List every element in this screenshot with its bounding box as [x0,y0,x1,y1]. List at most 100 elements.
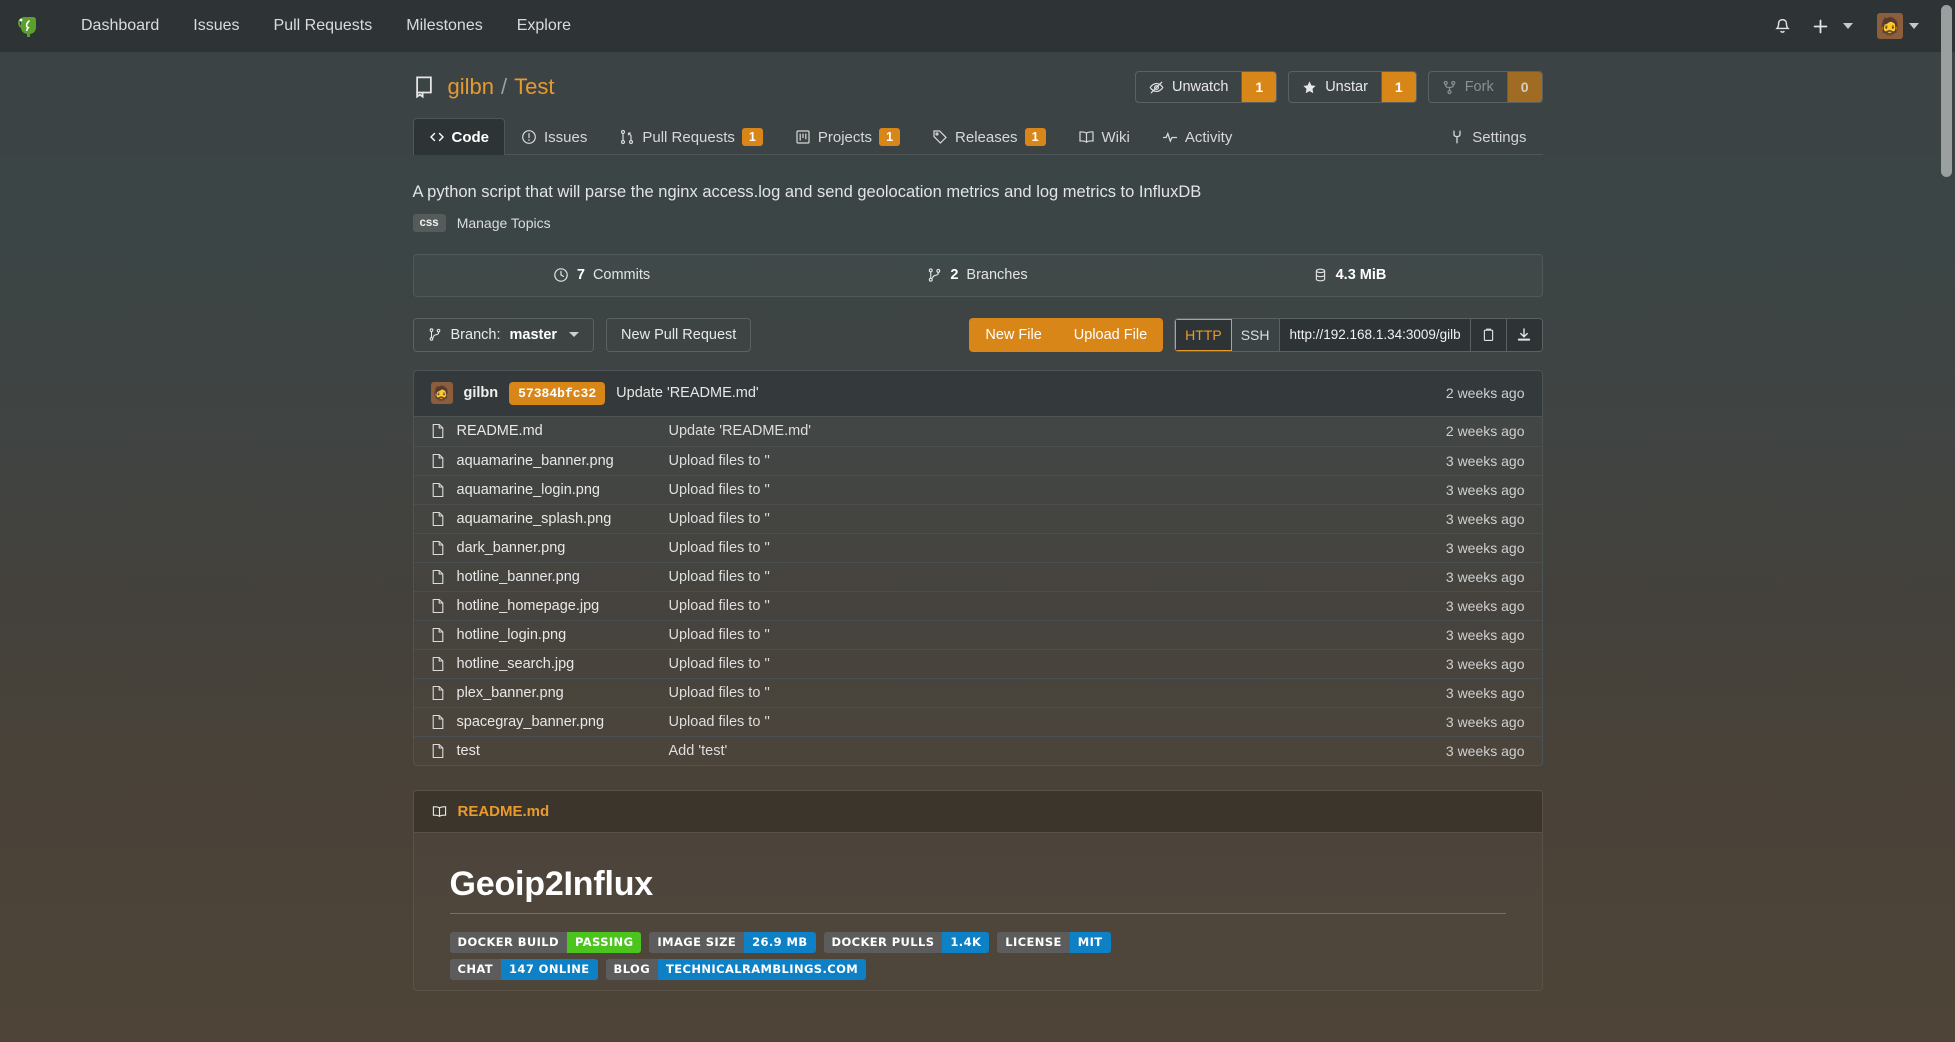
stat-branches[interactable]: 2 Branches [790,255,1166,296]
table-row[interactable]: aquamarine_banner.png Upload files to '' 3… [413,445,1542,475]
status-badge-value: 26.9 MB [744,931,816,953]
file-commit-message[interactable]: Update 'README.md' [668,423,812,440]
user-menu-chevron-down-icon[interactable] [1909,23,1919,29]
commit-message[interactable]: Update 'README.md' [616,385,759,402]
fork-count[interactable]: 0 [1506,72,1542,102]
table-row[interactable]: aquamarine_login.png Upload files to '' 3 … [413,474,1542,504]
topnav-link-issues[interactable]: Issues [193,17,240,34]
clone-url-input[interactable] [1279,318,1470,351]
file-name-link[interactable]: hotline_search.jpg [456,655,575,672]
stat-commits[interactable]: 7 Commits [414,255,790,296]
clipboard-icon[interactable] [1469,318,1506,351]
table-row[interactable]: README.md Update 'README.md' 2 weeks ago [414,417,1542,446]
table-row[interactable]: hotline_login.png Upload files to '' 3 wee… [413,619,1542,649]
clone-protocol-http-button[interactable]: HTTP [1175,318,1232,351]
file-commit-message[interactable]: Add 'test' [668,742,728,759]
commit-author-avatar[interactable]: 🧔 [430,382,453,405]
tab-activity[interactable]: Activity [1146,118,1249,155]
table-row[interactable]: spacegray_banner.png Upload files to '' 3 … [413,706,1542,736]
file-commit-message[interactable]: Upload files to '' [668,510,770,527]
file-commit-time: 3 weeks ago [1445,742,1525,759]
star-count[interactable]: 1 [1380,72,1416,102]
gitea-logo-icon[interactable] [14,11,44,41]
clone-box: HTTP SSH [1174,317,1543,352]
new-file-button[interactable]: New File [969,317,1058,352]
file-commit-message[interactable]: Upload files to '' [668,568,770,585]
plus-icon[interactable] [1803,9,1837,43]
create-menu-chevron-down-icon[interactable] [1843,23,1853,29]
file-name-link[interactable]: aquamarine_banner.png [456,452,614,469]
clone-protocol-ssh-button[interactable]: SSH [1231,318,1280,351]
watch-count[interactable]: 1 [1241,72,1277,102]
file-rows: README.md Update 'README.md' 2 weeks ago aq… [413,417,1542,765]
status-badge[interactable]: BLOG TECHNICALRAMBLINGS.COM [605,958,867,980]
status-badge-label: CHAT [449,958,502,980]
file-commit-time: 3 weeks ago [1445,626,1525,643]
file-name-link[interactable]: test [456,742,480,759]
star-button-group[interactable]: Unstar 1 [1288,71,1417,103]
avatar[interactable]: 🧔 [1877,13,1903,39]
table-row[interactable]: plex_banner.png Upload files to '' 3 weeks… [413,677,1542,707]
page-scrollbar-thumb[interactable] [1941,5,1952,177]
commit-sha[interactable]: 57384bfc32 [509,381,606,405]
tab-settings[interactable]: Settings [1433,118,1542,155]
status-badge[interactable]: DOCKER BUILD PASSING [449,931,642,953]
tab-projects[interactable]: Projects 1 [779,118,916,155]
topnav-link-dashboard[interactable]: Dashboard [81,17,160,34]
file-name-link[interactable]: aquamarine_splash.png [456,510,612,527]
unstar-button[interactable]: Unstar [1289,72,1381,102]
topnav-link-pull-requests[interactable]: Pull Requests [273,17,373,34]
file-commit-message[interactable]: Upload files to '' [668,626,770,643]
file-name-link[interactable]: dark_banner.png [456,539,566,556]
topnav-link-explore[interactable]: Explore [516,17,571,34]
file-name-link[interactable]: hotline_login.png [456,626,567,643]
table-row[interactable]: hotline_homepage.jpg Upload files to '' 3 … [413,590,1542,620]
topic-chip-css[interactable]: css [412,213,446,232]
new-pull-request-button[interactable]: New Pull Request [606,317,752,352]
unwatch-button[interactable]: Unwatch [1136,72,1241,102]
status-badge[interactable]: IMAGE SIZE 26.9 MB [649,931,816,953]
tab-wiki[interactable]: Wiki [1062,118,1146,155]
status-badge-label: IMAGE SIZE [649,931,745,953]
branch-selector-value: master [509,326,558,343]
download-icon[interactable] [1505,318,1542,351]
file-commit-message[interactable]: Upload files to '' [668,684,770,701]
file-commit-message[interactable]: Upload files to '' [668,713,770,730]
table-row[interactable]: hotline_search.jpg Upload files to '' 3 we… [413,648,1542,678]
upload-file-button[interactable]: Upload File [1057,317,1164,352]
stat-repo-size[interactable]: 4.3 MiB [1166,255,1542,296]
file-commit-message[interactable]: Upload files to '' [668,655,770,672]
status-badge[interactable]: CHAT 147 ONLINE [449,958,598,980]
status-badge[interactable]: LICENSE MIT [997,931,1111,953]
tab-code[interactable]: Code [412,118,505,155]
fork-button-group[interactable]: Fork 0 [1427,71,1543,103]
manage-topics-link[interactable]: Manage Topics [456,214,551,231]
file-name-link[interactable]: hotline_homepage.jpg [456,597,600,614]
file-name-link[interactable]: hotline_banner.png [456,568,580,585]
file-name-link[interactable]: aquamarine_login.png [456,481,601,498]
repo-owner-link[interactable]: gilbn [447,74,494,99]
table-row[interactable]: test Add 'test' 3 weeks ago [413,735,1542,765]
file-name-link[interactable]: plex_banner.png [456,684,564,701]
tab-releases[interactable]: Releases 1 [916,118,1062,155]
status-badge[interactable]: DOCKER PULLS 1.4K [823,931,990,953]
bell-icon[interactable] [1765,9,1799,43]
watch-button-group[interactable]: Unwatch 1 [1134,71,1278,103]
fork-button[interactable]: Fork [1429,72,1507,102]
file-commit-message[interactable]: Upload files to '' [668,597,770,614]
file-name-link[interactable]: README.md [456,423,543,440]
topnav-link-milestones[interactable]: Milestones [406,17,483,34]
tab-pull-requests[interactable]: Pull Requests 1 [603,118,779,155]
table-row[interactable]: aquamarine_splash.png Upload files to '' 3… [413,503,1542,533]
file-commit-message[interactable]: Upload files to '' [668,452,770,469]
file-name-link[interactable]: spacegray_banner.png [456,713,605,730]
commit-author-name[interactable]: gilbn [463,385,499,402]
file-commit-message[interactable]: Upload files to '' [668,539,770,556]
table-row[interactable]: dark_banner.png Upload files to '' 3 weeks… [413,532,1542,562]
table-row[interactable]: hotline_banner.png Upload files to '' 3 we… [413,561,1542,591]
repo-name-link[interactable]: Test [514,74,555,99]
file-commit-message[interactable]: Upload files to '' [668,481,770,498]
branch-selector-button[interactable]: Branch: master [412,317,595,352]
page-scrollbar[interactable] [1941,0,1952,1042]
tab-issues[interactable]: Issues [505,118,603,155]
